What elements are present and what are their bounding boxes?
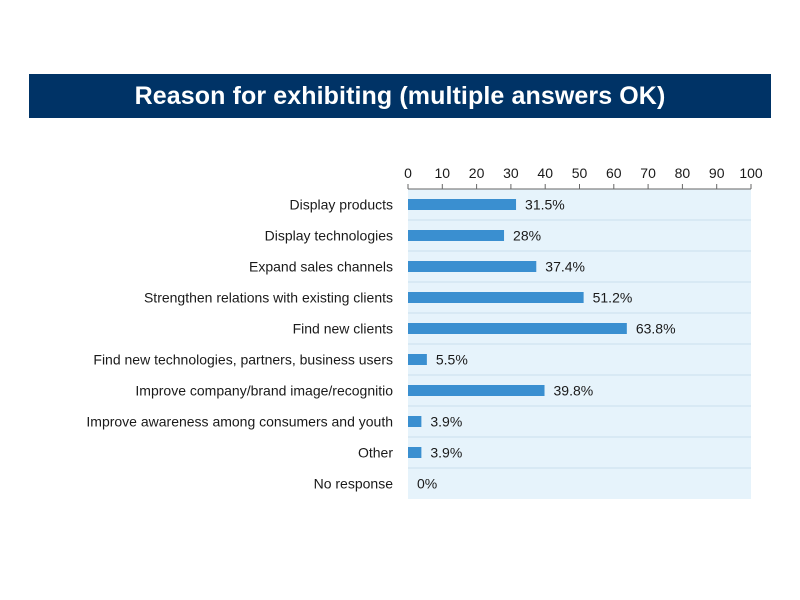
category-label: Improve company/brand image/recognitio (135, 383, 393, 399)
bar (408, 323, 627, 334)
x-tick-label: 100 (739, 165, 763, 181)
category-label: Other (358, 445, 393, 461)
category-label: Find new clients (293, 321, 393, 337)
x-tick-label: 30 (503, 165, 519, 181)
category-label: Display technologies (265, 228, 393, 244)
data-label: 5.5% (436, 352, 468, 368)
data-label: 0% (417, 476, 437, 492)
data-label: 51.2% (593, 290, 633, 306)
chart-title: Reason for exhibiting (multiple answers … (29, 74, 771, 118)
category-label: No response (314, 476, 394, 492)
data-label: 31.5% (525, 197, 565, 213)
x-tick-label: 10 (435, 165, 451, 181)
data-label: 3.9% (430, 445, 462, 461)
bar (408, 447, 422, 458)
x-tick-label: 70 (640, 165, 656, 181)
x-tick-label: 50 (572, 165, 588, 181)
bar (408, 230, 505, 241)
data-label: 28% (513, 228, 541, 244)
data-label: 37.4% (545, 259, 585, 275)
bar (408, 261, 537, 272)
x-tick-label: 60 (606, 165, 622, 181)
bar (408, 292, 584, 303)
x-tick-label: 80 (675, 165, 691, 181)
category-label: Improve awareness among consumers and yo… (86, 414, 393, 430)
data-label: 63.8% (636, 321, 676, 337)
x-tick-label: 20 (469, 165, 485, 181)
data-label: 39.8% (554, 383, 594, 399)
bar (408, 416, 422, 427)
category-label: Strengthen relations with existing clien… (144, 290, 393, 306)
x-tick-label: 0 (404, 165, 412, 181)
data-label: 3.9% (430, 414, 462, 430)
bar (408, 199, 517, 210)
category-label: Display products (290, 197, 394, 213)
category-label: Find new technologies, partners, busines… (93, 352, 393, 368)
category-label: Expand sales channels (249, 259, 393, 275)
bar (408, 385, 545, 396)
bar (408, 354, 427, 365)
x-tick-label: 40 (537, 165, 553, 181)
x-tick-label: 90 (709, 165, 725, 181)
